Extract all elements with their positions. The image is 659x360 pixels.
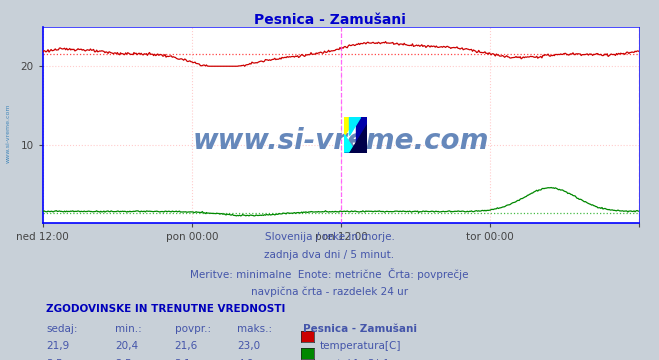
Text: maks.:: maks.: (237, 324, 272, 334)
Text: povpr.:: povpr.: (175, 324, 211, 334)
Text: www.si-vreme.com: www.si-vreme.com (193, 127, 489, 155)
Text: Slovenija / reke in morje.: Slovenija / reke in morje. (264, 232, 395, 242)
Text: 4,9: 4,9 (237, 359, 254, 360)
Text: temperatura[C]: temperatura[C] (320, 341, 401, 351)
Polygon shape (345, 117, 368, 153)
Text: ZGODOVINSKE IN TRENUTNE VREDNOSTI: ZGODOVINSKE IN TRENUTNE VREDNOSTI (46, 304, 285, 314)
Text: min.:: min.: (115, 324, 142, 334)
Polygon shape (345, 117, 356, 135)
Text: 21,9: 21,9 (46, 341, 69, 351)
Text: 3,5: 3,5 (46, 359, 63, 360)
Polygon shape (349, 124, 368, 153)
Text: Pesnica - Zamušani: Pesnica - Zamušani (303, 324, 417, 334)
Text: 2,5: 2,5 (115, 359, 132, 360)
Text: 3,1: 3,1 (175, 359, 191, 360)
Text: 20,4: 20,4 (115, 341, 138, 351)
Text: www.si-vreme.com: www.si-vreme.com (5, 103, 11, 163)
Text: navpična črta - razdelek 24 ur: navpična črta - razdelek 24 ur (251, 286, 408, 297)
Polygon shape (349, 117, 360, 135)
Text: sedaj:: sedaj: (46, 324, 78, 334)
Polygon shape (345, 135, 356, 153)
Text: Pesnica - Zamušani: Pesnica - Zamušani (254, 13, 405, 27)
Text: 21,6: 21,6 (175, 341, 198, 351)
Text: 23,0: 23,0 (237, 341, 260, 351)
Text: zadnja dva dni / 5 minut.: zadnja dva dni / 5 minut. (264, 250, 395, 260)
Text: pretok[m3/s]: pretok[m3/s] (320, 359, 387, 360)
Text: Meritve: minimalne  Enote: metrične  Črta: povprečje: Meritve: minimalne Enote: metrične Črta:… (190, 268, 469, 280)
